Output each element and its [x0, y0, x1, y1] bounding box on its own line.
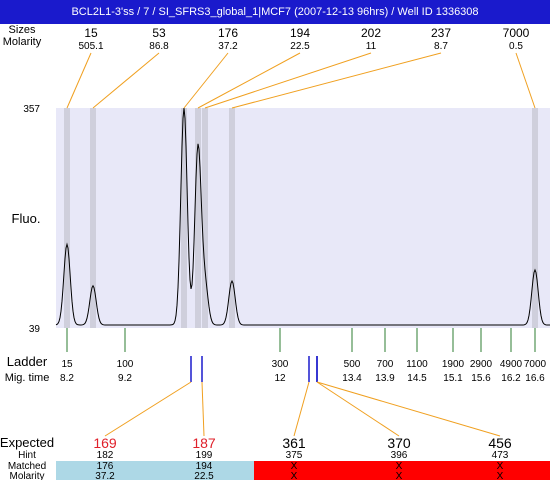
hint-value-label: 396 [391, 450, 408, 461]
matched-value-label: 194 [196, 461, 213, 472]
peak-connector [204, 52, 372, 109]
expected-connector [316, 381, 400, 437]
expected-connector [201, 381, 205, 437]
molarity-label: Molarity [3, 36, 42, 48]
matched-value-label: 176 [97, 461, 114, 472]
hint-value-label: 199 [196, 450, 213, 461]
ladder-time-label: 13.4 [342, 373, 362, 384]
peak-connector [92, 52, 160, 109]
ladder-time-label: 8.2 [60, 373, 74, 384]
matched-value-label: X [291, 461, 298, 472]
ladder-size-label: 100 [117, 359, 134, 370]
peak-molarity-label: 11 [366, 41, 377, 52]
peak-band [202, 108, 208, 328]
peak-size-label: 202 [361, 26, 381, 40]
matched-molarity-label: 37.2 [95, 471, 115, 480]
y-axis-label: Fluo. [12, 211, 41, 226]
hint-value-label: 182 [97, 450, 114, 461]
matched-molarity-label: X [291, 471, 298, 480]
peak-band [532, 108, 538, 328]
ladder-time-label: 15.1 [443, 373, 463, 384]
peak-molarity-label: 37.2 [218, 41, 238, 52]
ladder-label: Ladder [7, 354, 48, 369]
ladder-size-label: 4900 [500, 359, 523, 370]
ladder-time-label: 14.5 [407, 373, 427, 384]
expected-connector [316, 381, 501, 437]
peak-connector [66, 52, 92, 109]
ladder-time-label: 12 [274, 373, 286, 384]
peak-band [90, 108, 96, 328]
expected-label: Expected [0, 435, 54, 450]
ladder-size-label: 1100 [406, 359, 428, 370]
ladder-time-label: 13.9 [375, 373, 395, 384]
peak-connector [231, 52, 442, 109]
y-tick-label: 357 [23, 104, 40, 115]
ladder-size-label: 300 [272, 359, 289, 370]
bottom-molarity-label: Molarity [9, 471, 44, 480]
ladder-size-label: 7000 [524, 359, 547, 370]
ladder-size-label: 2900 [470, 359, 493, 370]
ladder-time-label: 9.2 [118, 373, 132, 384]
ladder-time-label: 15.6 [471, 373, 491, 384]
ladder-size-label: 500 [344, 359, 361, 370]
expected-size-label: 370 [387, 435, 411, 451]
matched-molarity-label: X [396, 471, 403, 480]
peak-size-label: 7000 [503, 26, 530, 40]
peak-molarity-label: 8.7 [434, 41, 448, 52]
ladder-size-label: 15 [61, 359, 73, 370]
matched-label: Matched [8, 461, 46, 472]
matched-row-ok [56, 461, 254, 480]
hint-label: Hint [18, 450, 36, 461]
peak-size-label: 15 [84, 26, 98, 40]
hint-value-label: 473 [492, 450, 509, 461]
matched-value-label: X [396, 461, 403, 472]
peak-size-label: 176 [218, 26, 238, 40]
ladder-size-label: 700 [377, 359, 394, 370]
expected-connector [293, 381, 310, 437]
peak-molarity-label: 22.5 [290, 41, 310, 52]
peak-band [195, 108, 201, 328]
matched-molarity-label: 22.5 [194, 471, 214, 480]
peak-band [64, 108, 70, 328]
peak-molarity-label: 505.1 [78, 41, 103, 52]
peak-size-label: 53 [152, 26, 166, 40]
hint-value-label: 375 [286, 450, 303, 461]
expected-size-label: 187 [192, 435, 216, 451]
peak-molarity-label: 86.8 [149, 41, 169, 52]
matched-row-fail [254, 461, 550, 480]
expected-size-label: 456 [488, 435, 512, 451]
window-title: BCL2L1-3'ss / 7 / SI_SFRS3_global_1|MCF7… [0, 0, 550, 24]
peak-connector [183, 52, 229, 109]
ladder-time-label: 16.2 [501, 373, 521, 384]
peak-band [229, 108, 235, 328]
y-tick-label: 39 [29, 324, 41, 335]
mig-time-label: Mig. time [5, 372, 50, 384]
signal-trace [55, 107, 550, 326]
peak-size-label: 237 [431, 26, 451, 40]
plot-background [56, 108, 550, 328]
plot-area: 3573915505.15386.817637.219422.520211237… [23, 26, 550, 480]
peak-connector [515, 52, 536, 109]
matched-value-label: X [497, 461, 504, 472]
expected-size-label: 361 [282, 435, 306, 451]
peak-size-label: 194 [290, 26, 310, 40]
sizes-label: Sizes [9, 24, 36, 36]
matched-molarity-label: X [497, 471, 504, 480]
peak-band [181, 108, 187, 328]
expected-connector [104, 381, 192, 437]
peak-connector [197, 52, 301, 109]
ladder-size-label: 1900 [442, 359, 465, 370]
peak-molarity-label: 0.5 [509, 41, 523, 52]
expected-size-label: 169 [93, 435, 117, 451]
ladder-time-label: 16.6 [525, 373, 545, 384]
